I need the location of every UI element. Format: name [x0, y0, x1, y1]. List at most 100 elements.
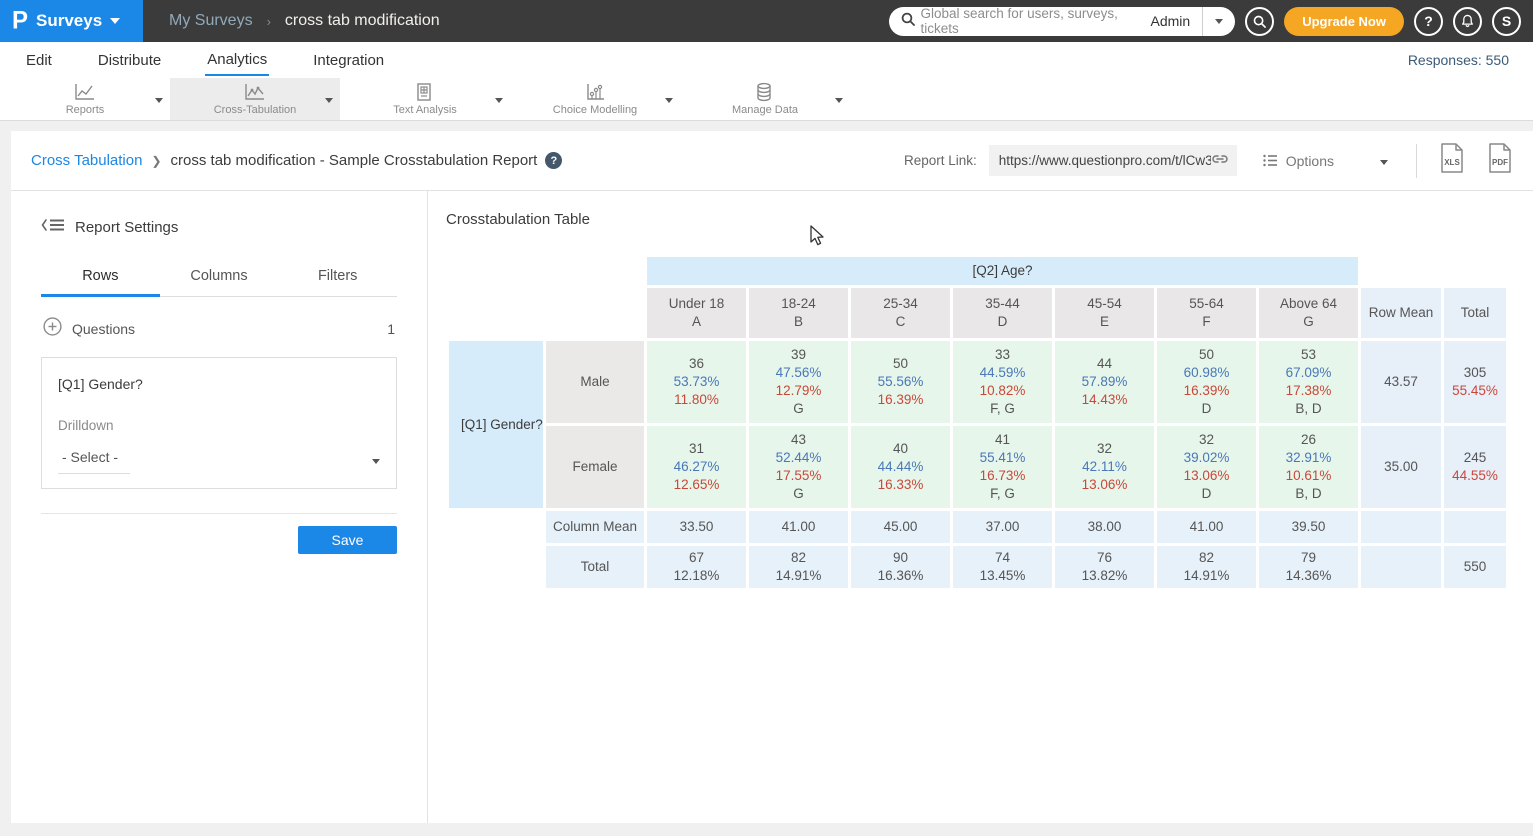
topbar-actions: Global search for users, surveys, ticket… — [889, 7, 1533, 36]
search-scope-dropdown[interactable] — [1203, 7, 1235, 36]
chevron-down-icon — [665, 98, 673, 103]
data-cell: 3947.56%12.79%G — [749, 341, 848, 423]
question-card: [Q1] Gender? Drilldown - Select - — [41, 357, 397, 489]
choice-modelling-dropdown[interactable] — [665, 90, 673, 108]
table-row-male: [Q1] Gender? Male 3653.73%11.80% 3947.56… — [449, 341, 1506, 423]
drilldown-label: Drilldown — [58, 418, 380, 433]
breadcrumb-survey-name: cross tab modification — [285, 12, 440, 30]
crosstab-area: Crosstabulation Table [Q2] Age? Under 18… — [428, 191, 1533, 823]
drilldown-select[interactable]: - Select - — [58, 449, 380, 474]
chevron-down-icon — [155, 98, 163, 103]
questions-label: Questions — [72, 321, 135, 337]
row-mean-cell: 35.00 — [1361, 426, 1441, 508]
report-link-field[interactable]: https://www.questionpro.com/t/lCw3Zc — [989, 145, 1237, 176]
scatter-chart-icon — [584, 82, 606, 102]
subnav-reports[interactable]: Reports — [0, 78, 170, 120]
tab-edit[interactable]: Edit — [24, 45, 54, 75]
options-button[interactable]: Options — [1263, 153, 1334, 169]
export-pdf-button[interactable]: PDF — [1487, 143, 1513, 178]
questionpro-logo-icon: P — [12, 8, 28, 33]
global-search[interactable]: Global search for users, surveys, ticket… — [889, 7, 1236, 36]
subnav-choice-modelling[interactable]: Choice Modelling — [510, 78, 680, 120]
data-cell: 5055.56%16.39% — [851, 341, 950, 423]
column-mean-cell: 33.50 — [647, 511, 746, 543]
account-avatar[interactable]: S — [1492, 7, 1521, 36]
panel-title: Report Settings — [75, 219, 178, 236]
chevron-down-icon — [325, 98, 333, 103]
help-icon[interactable]: ? — [545, 152, 562, 169]
total-cell: 7413.45% — [953, 546, 1052, 588]
question-mark-icon: ? — [1424, 13, 1433, 29]
table-row: Under 18A 18-24B 25-34C 35-44D 45-54E 55… — [449, 288, 1506, 338]
total-cell: 7914.36% — [1259, 546, 1358, 588]
database-icon — [754, 82, 776, 102]
total-empty — [1361, 546, 1441, 588]
table-row-column-mean: Column Mean 33.50 41.00 45.00 37.00 38.0… — [449, 511, 1506, 543]
col-header-under-18: Under 18A — [647, 288, 746, 338]
subnav-manage-data[interactable]: Manage Data — [680, 78, 850, 120]
column-mean-cell: 41.00 — [1157, 511, 1256, 543]
breadcrumb-separator: ❯ — [151, 154, 161, 168]
chevron-down-icon — [1380, 160, 1388, 165]
product-switcher[interactable]: P Surveys — [0, 0, 143, 42]
drilldown-select-value: - Select - — [58, 449, 130, 474]
breadcrumb-separator: › — [267, 14, 271, 29]
data-cell: 4044.44%16.33% — [851, 426, 950, 508]
breadcrumb-cross-tabulation-link[interactable]: Cross Tabulation — [31, 152, 142, 169]
reports-dropdown[interactable] — [155, 90, 163, 108]
search-button[interactable] — [1245, 7, 1274, 36]
column-mean-cell: 41.00 — [749, 511, 848, 543]
options-dropdown[interactable] — [1348, 152, 1416, 170]
svg-text:XLS: XLS — [1444, 158, 1460, 167]
col-header-18-24: 18-24B — [749, 288, 848, 338]
column-mean-cell: 37.00 — [953, 511, 1052, 543]
link-icon[interactable] — [1211, 152, 1229, 170]
text-analysis-dropdown[interactable] — [495, 90, 503, 108]
report-settings-header: Report Settings — [41, 217, 397, 238]
notifications-button[interactable] — [1453, 7, 1482, 36]
bell-icon — [1461, 14, 1474, 28]
subnav-cross-tabulation[interactable]: Cross-Tabulation — [170, 78, 340, 120]
export-xls-button[interactable]: XLS — [1439, 143, 1465, 178]
responses-count: Responses: 550 — [1408, 52, 1509, 68]
tab-filters[interactable]: Filters — [278, 260, 397, 296]
content-card: Cross Tabulation ❯ cross tab modificatio… — [11, 131, 1533, 823]
subnav-text-analysis[interactable]: Text Analysis — [340, 78, 510, 120]
search-scope-admin[interactable]: Admin — [1139, 13, 1203, 29]
search-input[interactable]: Global search for users, surveys, ticket… — [921, 7, 1139, 36]
upgrade-now-button[interactable]: Upgrade Now — [1284, 7, 1404, 36]
settings-tabs: Rows Columns Filters — [41, 260, 397, 297]
col-header-above-64: Above 64G — [1259, 288, 1358, 338]
data-cell: 5060.98%16.39%D — [1157, 341, 1256, 423]
tab-analytics[interactable]: Analytics — [205, 44, 269, 76]
col-header-55-64: 55-64F — [1157, 288, 1256, 338]
collapse-panel-icon[interactable] — [41, 217, 65, 238]
chevron-down-icon — [372, 459, 380, 464]
col-header-row-mean: Row Mean — [1361, 288, 1441, 338]
column-group-header: [Q2] Age? — [647, 257, 1358, 285]
column-mean-cell: 38.00 — [1055, 511, 1154, 543]
tab-integration[interactable]: Integration — [311, 45, 386, 75]
table-row: [Q2] Age? — [449, 257, 1506, 285]
manage-data-dropdown[interactable] — [835, 90, 843, 108]
subnav-label: Choice Modelling — [553, 104, 637, 116]
add-question-button[interactable] — [43, 317, 62, 341]
help-button[interactable]: ? — [1414, 7, 1443, 36]
top-bar: P Surveys My Surveys › cross tab modific… — [0, 0, 1533, 42]
crosstab-table: [Q2] Age? Under 18A 18-24B 25-34C 35-44D… — [446, 254, 1509, 591]
data-cell: 5367.09%17.38%B, D — [1259, 341, 1358, 423]
row-total-cell: 30555.45% — [1444, 341, 1506, 423]
tab-rows[interactable]: Rows — [41, 260, 160, 297]
col-header-45-54: 45-54E — [1055, 288, 1154, 338]
product-label: Surveys — [36, 11, 102, 31]
data-cell: 2632.91%10.61%B, D — [1259, 426, 1358, 508]
breadcrumb-my-surveys[interactable]: My Surveys — [169, 12, 253, 30]
report-link-url[interactable]: https://www.questionpro.com/t/lCw3Zc — [999, 153, 1211, 168]
save-button[interactable]: Save — [298, 526, 397, 554]
subnav-label: Reports — [66, 104, 105, 116]
search-icon — [901, 12, 915, 31]
cross-tabulation-dropdown[interactable] — [325, 90, 333, 108]
tab-distribute[interactable]: Distribute — [96, 45, 163, 75]
column-mean-label: Column Mean — [546, 511, 644, 543]
tab-columns[interactable]: Columns — [160, 260, 279, 296]
